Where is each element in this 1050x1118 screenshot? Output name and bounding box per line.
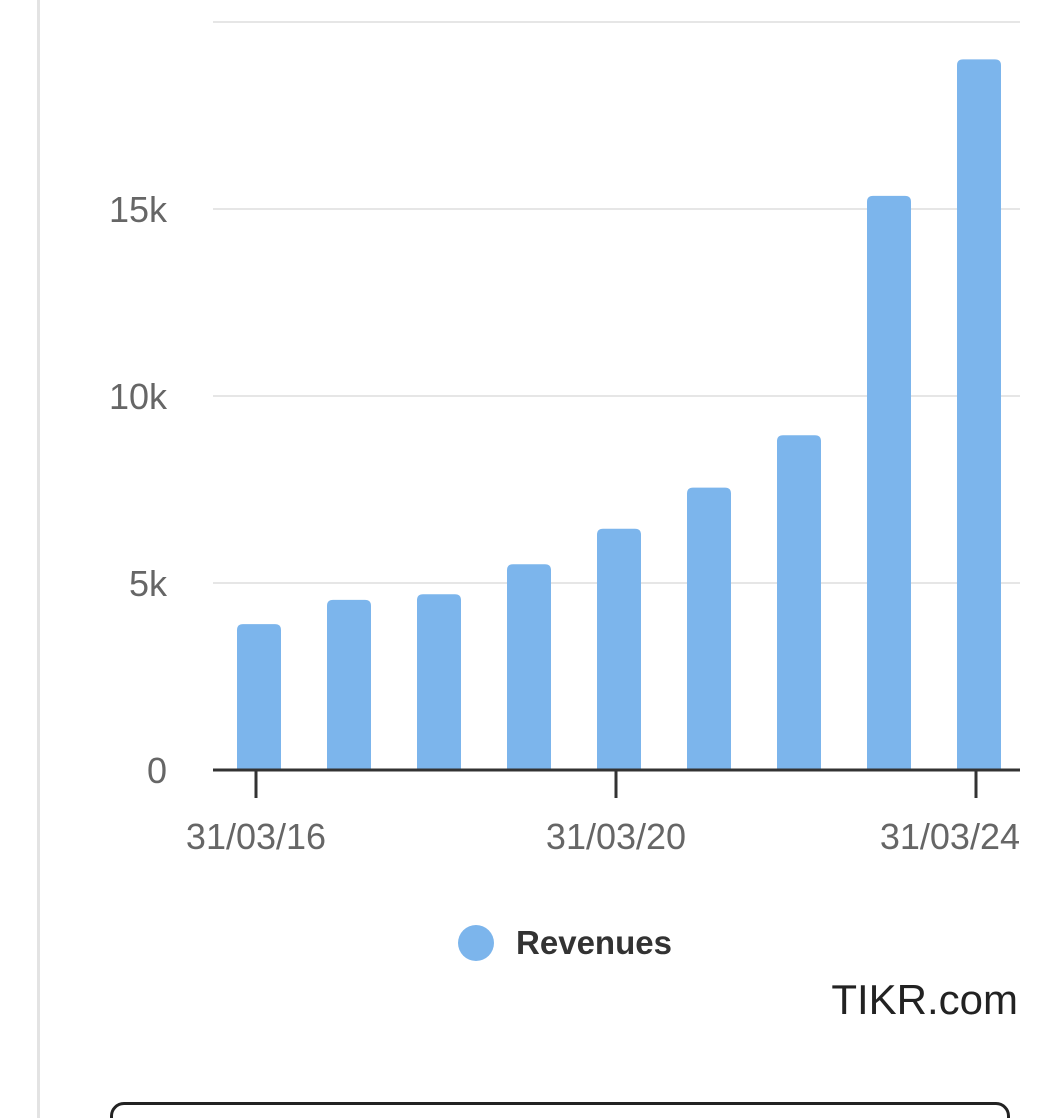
bar — [597, 528, 641, 770]
y-axis-labels: 0 5k 10k 15k — [109, 189, 168, 791]
x-tick-label: 31/03/20 — [546, 816, 686, 857]
x-tick-label: 31/03/16 — [186, 816, 326, 857]
x-axis — [213, 768, 1020, 798]
bar — [417, 594, 461, 770]
revenue-bar-chart: 0 5k 10k 15k 31/03/16 31/03/20 31/03/24 — [109, 21, 1020, 857]
y-tick-label: 0 — [147, 750, 167, 791]
left-divider — [37, 0, 40, 1118]
legend-marker-revenues — [458, 925, 495, 961]
bar — [327, 599, 371, 770]
bar — [777, 435, 821, 770]
x-tick-label: 31/03/24 — [880, 816, 1020, 857]
bar — [687, 487, 731, 770]
bar — [237, 624, 281, 770]
x-axis-labels: 31/03/16 31/03/20 31/03/24 — [186, 816, 1020, 857]
y-tick-label: 10k — [109, 376, 168, 417]
bar — [957, 59, 1001, 770]
legend[interactable]: Revenues — [0, 918, 1050, 968]
bars — [237, 59, 1001, 770]
bar — [867, 195, 911, 770]
legend-label-revenues: Revenues — [516, 924, 672, 961]
bottom-panel-edge — [110, 1102, 1010, 1118]
credit-text[interactable]: TIKR.com — [831, 976, 1018, 1023]
bar — [507, 564, 551, 770]
y-tick-label: 5k — [129, 563, 168, 604]
y-tick-label: 15k — [109, 189, 168, 230]
